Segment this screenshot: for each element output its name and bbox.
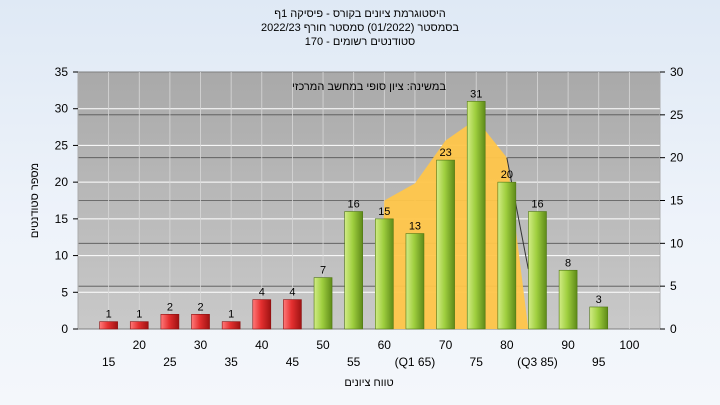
bar-value-label: 8 [565,257,571,269]
x-tick-label: 20 [133,338,147,352]
bar [375,218,394,330]
bar-value-label: 7 [320,265,326,277]
bar-value-label: 4 [289,287,295,299]
y2-tick-label: 30 [670,65,684,79]
bar [528,211,547,330]
x-tick-label: 80 [500,338,514,352]
bar-value-label: 13 [409,221,421,233]
y2-tick-label: 25 [670,108,684,122]
plot-annotation: במשינה: ציון סופי במחשב המרכזי [292,81,446,93]
bar-value-label: 15 [378,206,390,218]
x-tick-label: 70 [439,338,453,352]
bar [466,101,486,330]
y-tick-label: 25 [55,138,69,152]
bar [129,321,149,330]
y2-tick-label: 5 [670,279,677,293]
y-tick-label: 30 [55,102,69,116]
bar-value-label: 16 [348,199,360,211]
y-tick-label: 0 [61,322,68,336]
x-tick-label: 30 [194,338,208,352]
x-tick-label: 35 [224,355,238,369]
x-tick-label: 15 [102,355,116,369]
bar [283,299,302,330]
area-edge-line [506,157,529,270]
y2-tick-label: 20 [670,151,684,165]
y2-tick-label: 0 [670,322,677,336]
y-tick-label: 35 [55,65,69,79]
y-tick-label: 10 [55,249,69,263]
y-tick-label: 15 [55,212,69,226]
y-tick-label: 5 [61,285,68,299]
bar-value-label: 16 [531,199,543,211]
x-tick-label: 25 [163,355,177,369]
bar [99,321,118,330]
x-tick-label: 50 [316,338,330,352]
x-tick-label: 55 [347,355,361,369]
bar-value-label: 23 [439,147,451,159]
x-axis-title: טווח ציונים [344,377,393,389]
y2-tick-label: 10 [670,236,684,250]
x-tick-label: 40 [255,338,269,352]
bar [589,306,609,330]
x-tick-label: (Q1 65) [395,355,436,369]
bar [344,211,363,330]
bar [558,269,578,330]
x-tick-label: 45 [286,355,300,369]
chart-subtitle-enrolled: סטודנטים רשומים - 170 [304,36,416,48]
bar [160,314,180,330]
bar [497,181,517,330]
bar [191,314,210,330]
x-tick-label: 100 [619,338,639,352]
bar [313,277,333,330]
bar-value-label: 2 [197,301,203,313]
bar-value-label: 1 [106,309,112,321]
bar-value-label: 1 [228,309,234,321]
x-tick-label: 95 [592,355,606,369]
bar [436,159,455,330]
bar [405,233,425,330]
bar-value-label: 3 [596,294,602,306]
y-axis-title: מספר סטודנטים [29,163,41,238]
chart-subtitle-semester: בסמסטר (01/2022) סמסטר חורף 2022/23 [260,22,460,34]
x-tick-label: (Q3 85) [517,355,558,369]
bar-value-label: 20 [501,169,513,181]
bar-value-label: 2 [167,301,173,313]
x-tick-label: 90 [561,338,575,352]
bar-value-label: 1 [136,309,142,321]
x-tick-label: 75 [470,355,484,369]
bar [221,321,241,330]
y2-tick-label: 15 [670,194,684,208]
x-tick-label: 60 [378,338,392,352]
bar-value-label: 31 [470,88,482,100]
bar-value-label: 4 [259,287,265,299]
chart-title: היסטוגרמת ציונים בקורס - פיסיקה 1ף [274,8,446,20]
y-tick-label: 20 [55,175,69,189]
bar [252,299,272,330]
